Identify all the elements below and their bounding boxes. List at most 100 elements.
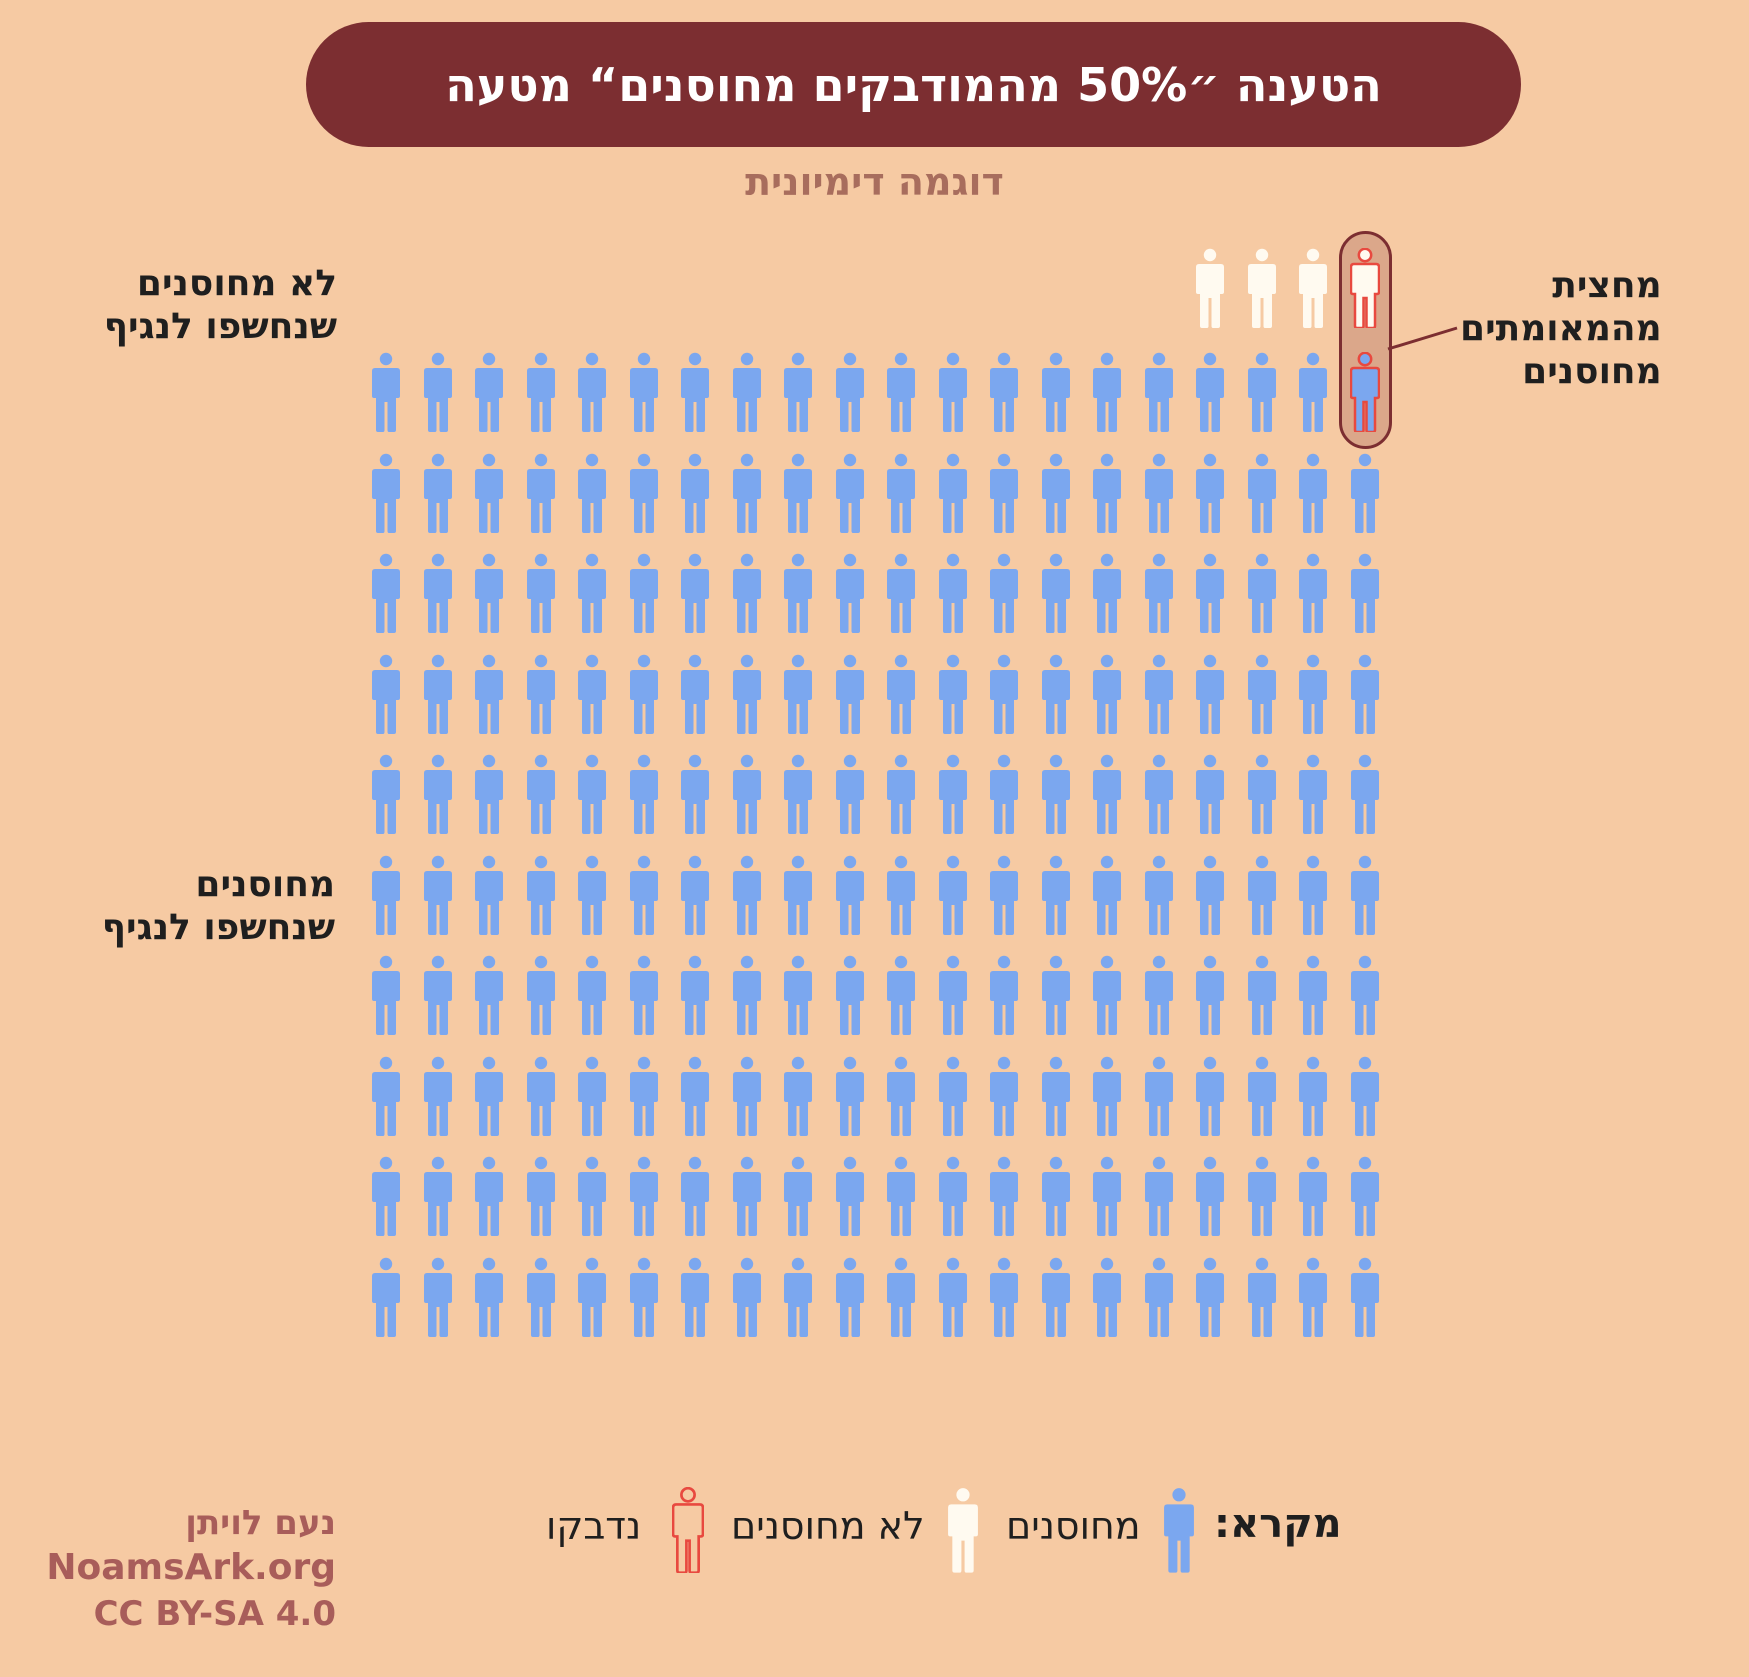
vaccinated-person-icon <box>1298 352 1328 432</box>
vaccinated-person-icon <box>1195 654 1225 734</box>
vaccinated-person-icon <box>629 1156 659 1236</box>
vaccinated-person-icon <box>629 1257 659 1337</box>
vaccinated-person-icon <box>1041 754 1071 834</box>
vaccinated-person-icon <box>474 654 504 734</box>
half-confirmed-label-line1: מחצית <box>1552 265 1662 306</box>
legend-vaccinated-label: מחוסנים <box>1006 1504 1141 1548</box>
vaccinated-person-icon <box>577 352 607 432</box>
vaccinated-person-icon <box>1195 352 1225 432</box>
vaccinated-person-icon <box>371 955 401 1035</box>
vaccinated-person-icon <box>423 352 453 432</box>
unvaccinated-person-icon <box>1247 248 1277 328</box>
vaccinated-person-icon <box>423 754 453 834</box>
vaccinated-person-icon <box>371 654 401 734</box>
vaccinated-infected-person-icon <box>1349 352 1380 432</box>
vaccinated-person-icon <box>371 553 401 633</box>
vaccinated-person-icon <box>629 654 659 734</box>
vaccinated-person-icon <box>886 352 916 432</box>
vaccinated-person-icon <box>938 1257 968 1337</box>
vaccinated-person-icon <box>989 654 1019 734</box>
vaccinated-person-icon <box>526 754 556 834</box>
vaccinated-person-icon <box>423 654 453 734</box>
vaccinated-person-icon <box>886 553 916 633</box>
vaccinated-person-icon <box>1247 553 1277 633</box>
vaccinated-person-icon <box>1247 654 1277 734</box>
vaccinated-person-icon <box>1195 1056 1225 1136</box>
vaccinated-person-icon <box>1350 754 1380 834</box>
credit-license: CC BY-SA 4.0 <box>93 1594 336 1634</box>
vaccinated-person-icon <box>835 453 865 533</box>
vaccinated-person-icon <box>783 754 813 834</box>
vaccinated-person-icon <box>989 1056 1019 1136</box>
credit-site: NoamsArk.org <box>46 1547 336 1588</box>
vaccinated-person-icon <box>886 1156 916 1236</box>
vaccinated-person-icon <box>1092 654 1122 734</box>
vaccinated-person-icon <box>526 855 556 935</box>
half-confirmed-label: מחצית מהמאומתים מחוסנים <box>1460 264 1662 393</box>
vaccinated-person-icon <box>732 1156 762 1236</box>
vaccinated-person-icon <box>1350 1056 1380 1136</box>
vaccinated-person-icon <box>423 955 453 1035</box>
unvaccinated-person-icon <box>1298 248 1328 328</box>
vaccinated-person-icon <box>989 1257 1019 1337</box>
vaccinated-person-icon <box>1350 1156 1380 1236</box>
vaccinated-person-icon <box>1350 453 1380 533</box>
vaccinated-person-icon <box>680 955 710 1035</box>
legend-unvaccinated-label: לא מחוסנים <box>731 1504 925 1548</box>
unvaccinated-person-icon <box>1195 248 1225 328</box>
vaccinated-person-icon <box>526 553 556 633</box>
vaccinated-person-icon <box>732 1056 762 1136</box>
vaccinated-person-icon <box>629 352 659 432</box>
vaccinated-person-icon <box>938 352 968 432</box>
vaccinated-person-icon <box>1041 1257 1071 1337</box>
vaccinated-person-icon <box>1144 1257 1174 1337</box>
vaccinated-person-icon <box>1298 1056 1328 1136</box>
vaccinated-person-icon <box>938 955 968 1035</box>
vaccinated-person-icon <box>680 352 710 432</box>
vaccinated-person-icon <box>886 654 916 734</box>
vaccinated-person-icon <box>474 1156 504 1236</box>
vaccinated-person-icon <box>732 754 762 834</box>
vaccinated-person-icon <box>732 855 762 935</box>
vaccinated-person-icon <box>938 855 968 935</box>
vaccinated-person-icon <box>1350 1257 1380 1337</box>
vaccinated-person-icon <box>835 352 865 432</box>
vaccinated-person-icon <box>1350 654 1380 734</box>
vaccinated-person-icon <box>1195 855 1225 935</box>
vaccinated-person-icon <box>371 453 401 533</box>
vaccinated-person-icon <box>474 754 504 834</box>
vaccinated-person-icon <box>732 1257 762 1337</box>
vaccinated-person-icon <box>783 453 813 533</box>
vaccinated-person-icon <box>1144 352 1174 432</box>
vaccinated-person-icon <box>474 352 504 432</box>
vaccinated-person-icon <box>371 1257 401 1337</box>
vaccinated-person-icon <box>680 654 710 734</box>
vaccinated-person-icon <box>886 955 916 1035</box>
vaccinated-person-icon <box>1144 1156 1174 1236</box>
vaccinated-person-icon <box>989 1156 1019 1236</box>
vaccinated-person-icon <box>732 553 762 633</box>
vaccinated-person-icon <box>423 453 453 533</box>
vaccinated-person-icon <box>835 654 865 734</box>
vaccinated-person-icon <box>1298 1156 1328 1236</box>
vaccinated-person-icon <box>1092 1156 1122 1236</box>
vaccinated-person-icon <box>1247 955 1277 1035</box>
vaccinated-person-icon <box>989 352 1019 432</box>
vaccinated-person-icon <box>680 855 710 935</box>
vaccinated-person-icon <box>1041 352 1071 432</box>
vaccinated-person-icon <box>1247 352 1277 432</box>
vaccinated-person-icon <box>835 1257 865 1337</box>
vaccinated-person-icon <box>1247 1257 1277 1337</box>
unvaccinated-exposed-label-line2: שנחשפו לנגיף <box>103 306 337 347</box>
vaccinated-person-icon <box>886 1257 916 1337</box>
vaccinated-person-icon <box>1247 754 1277 834</box>
vaccinated-person-icon <box>1041 553 1071 633</box>
vaccinated-person-icon <box>1298 855 1328 935</box>
credit-author: נעם לויתן <box>185 1503 336 1543</box>
vaccinated-person-icon <box>526 1257 556 1337</box>
vaccinated-person-icon <box>938 553 968 633</box>
unvaccinated-exposed-label: לא מחוסנים שנחשפו לנגיף <box>104 262 337 348</box>
vaccinated-person-icon <box>938 1056 968 1136</box>
vaccinated-person-icon <box>680 1156 710 1236</box>
